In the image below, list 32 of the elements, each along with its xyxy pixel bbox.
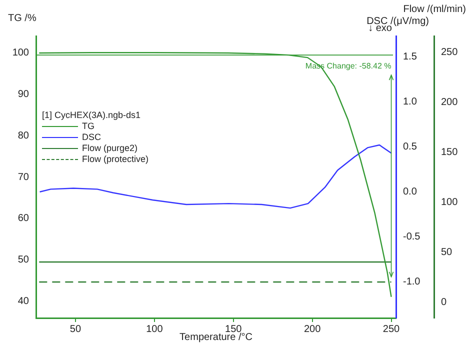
y2-tick-label: 1.5 <box>403 51 418 62</box>
legend-label: Flow (purge2) <box>82 143 138 154</box>
x-axis-title: Temperature /°C <box>180 332 252 343</box>
y-tick-label: 90 <box>18 88 30 100</box>
x-tick-label: 200 <box>304 324 322 335</box>
y3-tick-label: 250 <box>441 46 458 58</box>
y3-tick-label: 100 <box>441 196 458 208</box>
y-tick-label: 50 <box>18 254 30 266</box>
y-axis-title: TG /% <box>8 12 36 24</box>
legend-label: DSC <box>82 132 102 143</box>
y2-tick-label: -1.0 <box>403 276 421 288</box>
y2-tick-label: 1.0 <box>403 96 418 108</box>
y2-axis-title: DSC /(μV/mg) <box>366 16 429 27</box>
legend-title: [1] CycHEX(3A).ngb-ds1 <box>42 110 142 121</box>
y3-tick-label: 0 <box>441 296 447 308</box>
y2-tick-label: 0.5 <box>403 142 418 153</box>
y3-tick-label: 150 <box>441 146 458 158</box>
y-tick-label: 100 <box>12 47 30 58</box>
y-tick-label: 40 <box>18 296 30 308</box>
x-tick-label: 50 <box>70 324 82 335</box>
y2-tick-label: 0.0 <box>403 186 418 198</box>
legend-label: Flow (protective) <box>82 154 149 165</box>
y3-axis-title: Flow /(ml/min) <box>403 4 466 15</box>
y-tick-label: 60 <box>18 213 30 224</box>
legend-label: TG <box>82 121 94 132</box>
y-tick-label: 80 <box>18 130 30 142</box>
x-tick-label: 250 <box>382 324 400 335</box>
y2-tick-label: -0.5 <box>403 232 421 243</box>
y3-tick-label: 50 <box>441 246 453 258</box>
y3-tick-label: 200 <box>441 96 458 108</box>
x-tick-label: 100 <box>146 324 164 335</box>
y-tick-label: 70 <box>18 172 30 183</box>
